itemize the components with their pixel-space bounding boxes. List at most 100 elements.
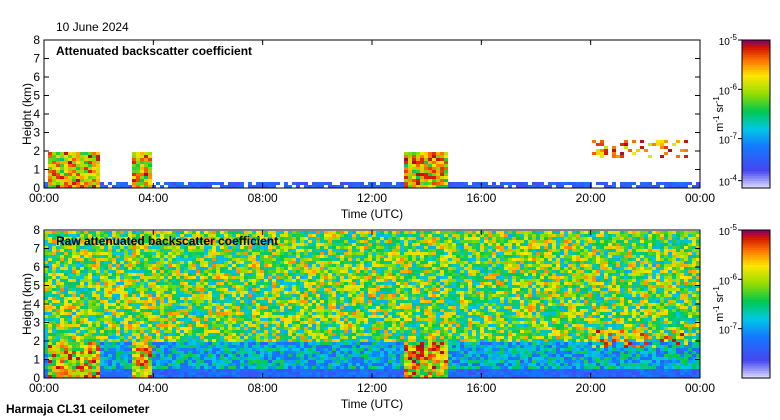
- heatmap-cell: [280, 303, 284, 306]
- heatmap-cell: [140, 312, 144, 315]
- heatmap-cell: [92, 231, 96, 234]
- heatmap-cell: [140, 363, 144, 366]
- heatmap-cell: [524, 182, 528, 185]
- heatmap-cell: [628, 185, 632, 188]
- heatmap-cell: [200, 357, 204, 360]
- heatmap-cell: [268, 324, 272, 327]
- heatmap-cell: [140, 152, 144, 155]
- heatmap-cell: [108, 309, 112, 312]
- heatmap-cell: [188, 333, 192, 336]
- heatmap-cell: [108, 288, 112, 291]
- heatmap-cell: [96, 345, 100, 348]
- heatmap-cell: [120, 360, 124, 363]
- heatmap-cell: [172, 261, 176, 264]
- heatmap-cell: [416, 182, 420, 185]
- heatmap-cell: [148, 182, 152, 185]
- heatmap-cell: [52, 321, 56, 324]
- heatmap-cell: [212, 345, 216, 348]
- heatmap-cell: [144, 240, 148, 243]
- heatmap-cell: [484, 185, 488, 188]
- heatmap-cell: [100, 285, 104, 288]
- heatmap-cell: [332, 345, 336, 348]
- heatmap-cell: [144, 327, 148, 330]
- heatmap-cell: [220, 276, 224, 279]
- heatmap-cell: [344, 297, 348, 300]
- heatmap-cell: [100, 231, 104, 234]
- heatmap-cell: [172, 267, 176, 270]
- heatmap-cell: [272, 267, 276, 270]
- heatmap-cell: [152, 306, 156, 309]
- heatmap-cell: [108, 270, 112, 273]
- heatmap-cell: [132, 291, 136, 294]
- heatmap-cell: [536, 182, 540, 185]
- heatmap-cell: [176, 327, 180, 330]
- heatmap-cell: [48, 354, 52, 357]
- heatmap-cell: [316, 285, 320, 288]
- heatmap-cell: [376, 246, 380, 249]
- heatmap-cell: [56, 342, 60, 345]
- heatmap-cell: [256, 306, 260, 309]
- heatmap-cell: [156, 276, 160, 279]
- heatmap-cell: [376, 255, 380, 258]
- heatmap-cell: [48, 348, 52, 351]
- heatmap-cells: [44, 231, 700, 378]
- heatmap-cell: [384, 267, 388, 270]
- heatmap-cell: [252, 330, 256, 333]
- heatmap-cell: [272, 185, 276, 188]
- heatmap-cell: [320, 312, 324, 315]
- heatmap-cell: [184, 273, 188, 276]
- heatmap-cell: [276, 300, 280, 303]
- heatmap-cell: [264, 375, 268, 378]
- heatmap-cell: [144, 176, 148, 179]
- heatmap-cell: [332, 258, 336, 261]
- heatmap-cell: [312, 327, 316, 330]
- heatmap-cell: [80, 234, 84, 237]
- heatmap-cell: [324, 249, 328, 252]
- heatmap-cell: [384, 372, 388, 375]
- heatmap-cell: [256, 354, 260, 357]
- heatmap-cell: [120, 330, 124, 333]
- heatmap-cell: [324, 267, 328, 270]
- heatmap-cell: [196, 324, 200, 327]
- heatmap-cell: [316, 354, 320, 357]
- heatmap-cell: [664, 152, 668, 155]
- heatmap-cell: [180, 282, 184, 285]
- colorbar-swatch: [742, 42, 770, 46]
- heatmap-cell: [60, 261, 64, 264]
- heatmap-cell: [364, 240, 368, 243]
- heatmap-cell: [168, 375, 172, 378]
- heatmap-cell: [216, 270, 220, 273]
- heatmap-cell: [368, 375, 372, 378]
- heatmap-cell: [180, 264, 184, 267]
- heatmap-cell: [252, 282, 256, 285]
- heatmap-cell: [232, 309, 236, 312]
- heatmap-cell: [68, 237, 72, 240]
- heatmap-cell: [104, 273, 108, 276]
- x-tick-label: 16:00: [466, 191, 496, 205]
- heatmap-cell: [88, 179, 92, 182]
- heatmap-cell: [420, 179, 424, 182]
- heatmap-cell: [168, 243, 172, 246]
- heatmap-cell: [200, 363, 204, 366]
- heatmap-cell: [308, 273, 312, 276]
- heatmap-cell: [312, 252, 316, 255]
- heatmap-cell: [344, 282, 348, 285]
- heatmap-cell: [356, 342, 360, 345]
- heatmap-cell: [312, 336, 316, 339]
- heatmap-cell: [256, 234, 260, 237]
- heatmap-cell: [152, 288, 156, 291]
- heatmap-cell: [240, 375, 244, 378]
- heatmap-cell: [232, 354, 236, 357]
- heatmap-cell: [200, 231, 204, 234]
- heatmap-cell: [288, 312, 292, 315]
- heatmap-cell: [248, 309, 252, 312]
- heatmap-cell: [360, 360, 364, 363]
- heatmap-cell: [132, 261, 136, 264]
- heatmap-cell: [372, 339, 376, 342]
- heatmap-cell: [440, 182, 444, 185]
- heatmap-cell: [148, 360, 152, 363]
- heatmap-cell: [460, 182, 464, 185]
- heatmap-cell: [272, 366, 276, 369]
- heatmap-cell: [312, 270, 316, 273]
- heatmap-cell: [196, 336, 200, 339]
